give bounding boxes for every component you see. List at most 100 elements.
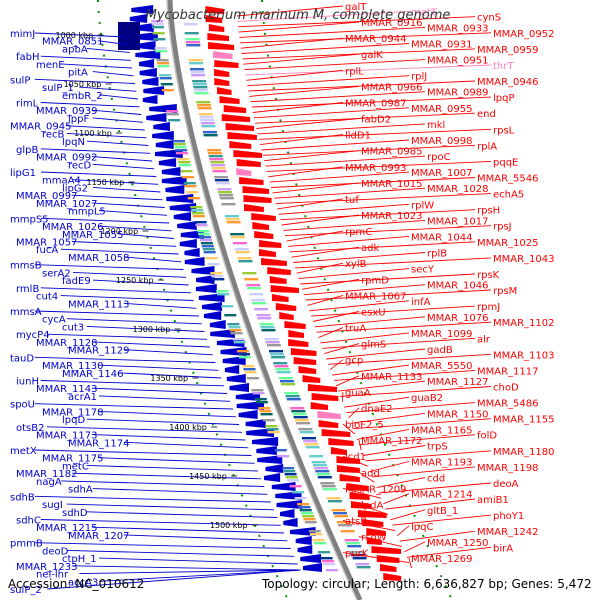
forward-gene-label: MMAR_1165	[411, 425, 473, 436]
forward-gene-arrow	[275, 303, 297, 311]
forward-leader-line	[264, 150, 360, 162]
reverse-gene-label: glpB	[16, 145, 38, 156]
forward-gene-arrow	[242, 186, 270, 194]
forward-leader-line	[300, 273, 476, 285]
reverse-leader-line	[34, 356, 216, 363]
cog-stripe	[168, 119, 181, 122]
forward-gene-label: MMAR_1025	[477, 238, 539, 249]
forward-gene-label: MMAR_0946	[477, 77, 539, 88]
cog-stripe	[214, 179, 229, 182]
forward-leader-line	[260, 134, 344, 146]
forward-leader-line	[342, 520, 395, 531]
reverse-gene-arrow	[209, 320, 226, 329]
forward-gene-arrow	[317, 411, 341, 419]
forward-gene-label: MMAR_1028	[427, 184, 489, 195]
forward-leader-line	[352, 418, 492, 430]
forward-gene-arrow	[219, 96, 240, 104]
reverse-leader-line	[79, 569, 301, 575]
cog-stripe	[287, 479, 300, 482]
scale-tick-label: 1200 kbp	[101, 227, 139, 236]
forward-gene-label: MMAR_1102	[493, 318, 555, 329]
cog-stripe	[224, 215, 239, 218]
reverse-leader-line	[34, 495, 271, 503]
reverse-leader-line	[46, 333, 208, 340]
cog-stripe	[267, 431, 280, 434]
cog-stripe	[188, 59, 203, 62]
reverse-gene-label: MMAR_1178	[42, 407, 104, 418]
reverse-gene-label: MMAR_0945	[10, 122, 72, 133]
forward-leader-line	[251, 96, 492, 108]
reverse-gene-arrow	[203, 311, 222, 320]
cog-stripe	[166, 110, 179, 113]
forward-leader-line	[372, 466, 476, 478]
reverse-leader-line	[40, 102, 140, 108]
forward-leader-line	[249, 85, 360, 97]
cog-stripe	[298, 428, 313, 431]
cog-stripe	[190, 71, 205, 74]
reverse-leader-line	[99, 94, 138, 100]
cog-stripe	[156, 59, 169, 62]
reverse-gene-arrow	[289, 527, 316, 536]
cog-stripe	[211, 275, 224, 278]
reverse-gene-label: deoD	[42, 546, 69, 557]
forward-leader-line	[245, 64, 492, 76]
forward-gene-label: echA5	[493, 190, 524, 201]
forward-gene-label: MMAR_1007	[411, 168, 473, 179]
cog-stripe	[191, 209, 204, 212]
forward-gene-label: MMAR_1133	[361, 372, 423, 383]
cog-stripe	[152, 26, 164, 29]
cog-stripe	[184, 32, 199, 35]
forward-leader-line	[253, 107, 410, 119]
forward-gene-label: MMAR_0993	[345, 163, 407, 174]
reverse-gene-label: MMAR_0939	[36, 106, 98, 117]
forward-gene-arrow	[311, 393, 339, 401]
reverse-leader-line	[91, 526, 285, 534]
reverse-gene-label: sulP_1	[42, 83, 74, 94]
forward-leader-line	[243, 53, 360, 65]
cog-stripe	[278, 377, 293, 380]
cog-stripe	[274, 365, 289, 368]
forward-leader-line	[338, 380, 426, 392]
forward-leader-line	[294, 257, 492, 269]
forward-gene-arrow	[336, 456, 361, 464]
forward-gene-arrow	[239, 177, 264, 185]
cog-stripe	[292, 491, 305, 494]
cog-stripe	[281, 383, 296, 386]
cog-stripe	[173, 143, 186, 146]
forward-gene-arrow	[279, 312, 294, 320]
scale-ticks: 1000 kbp 1050 kbp 1100 kbp 1150 kbp 1200 kbp…	[56, 31, 258, 530]
forward-leader-line	[376, 477, 426, 489]
cog-stripe	[291, 410, 306, 413]
forward-gene-arrow	[233, 150, 263, 158]
reverse-gene-arrow	[166, 194, 194, 203]
forward-leader-line	[342, 423, 356, 435]
forward-gene-arrow	[310, 402, 329, 410]
reverse-leader-line	[123, 302, 197, 309]
reverse-gene-arrow	[153, 122, 170, 131]
reverse-leader-line	[66, 318, 202, 325]
genome-summary-text: Topology: circular; Length: 6,636,827 bp…	[261, 577, 592, 591]
reverse-gene-arrow	[131, 5, 154, 14]
forward-gene-label: rpsJ	[493, 222, 512, 233]
reverse-leader-line	[60, 295, 194, 301]
reverse-gene-label: MMAR_1026	[42, 222, 104, 233]
cog-stripe	[259, 410, 272, 413]
cog-stripe	[211, 164, 225, 167]
forward-leader-line	[277, 198, 344, 210]
forward-leader-line	[274, 187, 426, 199]
cog-stripe	[289, 485, 302, 488]
reverse-leader-line	[97, 364, 219, 371]
forward-gene-label: galT	[345, 2, 367, 13]
forward-gene-label: MMAR_0944	[345, 34, 407, 45]
forward-gene-label: icd1	[345, 452, 366, 463]
cog-stripe	[280, 380, 294, 383]
forward-gene-arrow	[366, 528, 386, 536]
reverse-gene-label: recB	[42, 129, 65, 140]
cog-stripe	[212, 170, 227, 173]
reverse-gene-label: fadE9	[62, 276, 91, 287]
forward-leader-line	[342, 487, 382, 499]
cog-stripe	[244, 278, 259, 281]
forward-leader-line	[397, 525, 410, 537]
cog-stripe	[285, 395, 300, 398]
cog-stripe	[157, 62, 170, 65]
